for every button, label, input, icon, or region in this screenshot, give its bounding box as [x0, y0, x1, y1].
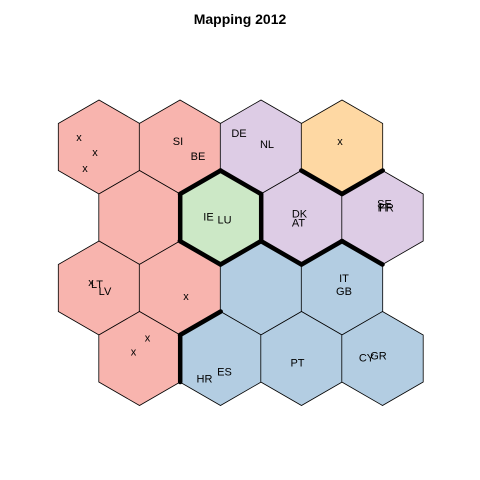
cell-label: LT	[91, 279, 103, 291]
cell-label: BE	[191, 151, 206, 163]
cell-label: HR	[197, 374, 213, 386]
cell-label: x	[131, 347, 137, 359]
cell-label: x	[145, 333, 151, 345]
chart-title: Mapping 2012	[194, 11, 287, 27]
cell-label: IT	[339, 273, 349, 285]
hex-cell	[341, 311, 424, 406]
cell-label: x	[76, 132, 82, 144]
hex-cells	[57, 99, 424, 406]
cell-label: FR	[379, 203, 394, 215]
cluster-boundary	[218, 238, 264, 267]
cell-label: x	[92, 147, 98, 159]
cluster-boundary	[177, 238, 223, 267]
cluster-boundary	[177, 168, 223, 197]
cell-label: LU	[217, 215, 231, 227]
cluster-boundary	[339, 238, 385, 267]
cluster-boundary	[177, 309, 223, 338]
cell-label: CY	[359, 353, 375, 365]
cluster-borders	[177, 168, 385, 385]
cluster-boundary	[299, 168, 345, 197]
cell-label: AT	[292, 218, 306, 230]
cell-label: x	[183, 291, 189, 303]
cell-label: IE	[203, 212, 213, 224]
cell-label: DE	[231, 128, 246, 140]
cell-label: LV	[99, 286, 112, 298]
cell-label: x	[88, 277, 94, 289]
cell-label: PT	[290, 358, 304, 370]
cell-label: DK	[292, 209, 308, 221]
cluster-boundary	[339, 168, 385, 197]
cell-label: x	[337, 136, 343, 148]
cell-label: x	[82, 163, 88, 175]
cell-label: ES	[217, 367, 232, 379]
cell-label: GB	[336, 286, 352, 298]
cell-label: SE	[377, 199, 392, 211]
cell-label: SI	[173, 136, 183, 148]
cluster-boundary	[258, 238, 304, 267]
cluster-boundary	[218, 168, 264, 197]
cluster-boundary	[299, 238, 345, 267]
cell-label: FI	[378, 203, 388, 215]
cell-label: GR	[370, 351, 387, 363]
cell-label: NL	[260, 139, 274, 151]
